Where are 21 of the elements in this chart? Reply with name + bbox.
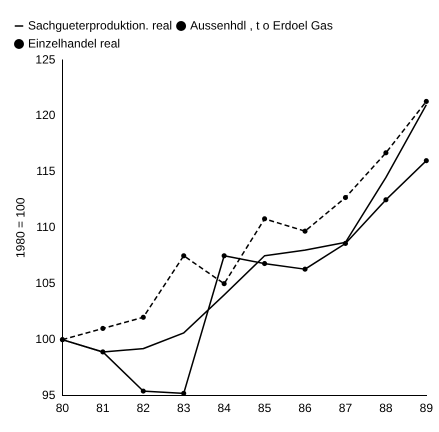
y-tick-label: 110 (36, 220, 56, 234)
legend-label: Sachgueterproduktion. real (28, 18, 172, 32)
x-tick-label: 86 (298, 401, 312, 416)
y-tick-label: 115 (36, 164, 56, 178)
x-tick-label: 81 (96, 401, 110, 416)
y-axis-title: 1980 = 100 (14, 197, 28, 258)
x-tick-label: 87 (338, 401, 352, 416)
x-tick-label: 82 (136, 401, 150, 416)
y-tick-label: 100 (35, 332, 56, 346)
x-tick-label: 85 (258, 401, 272, 416)
legend-label: Einzelhandel real (28, 36, 120, 50)
legend-label: Aussenhdl , t o Erdoel Gas (190, 18, 333, 32)
y-tick-label: 105 (35, 276, 56, 290)
y-tick-label: 125 (35, 52, 56, 66)
y-tick-label: 120 (35, 108, 56, 122)
x-tick-label: 83 (177, 401, 191, 416)
x-tick-label: 80 (56, 401, 70, 416)
y-tick-label: 95 (42, 388, 56, 402)
x-tick-label: 88 (379, 401, 393, 416)
x-tick-label: 89 (420, 401, 434, 416)
x-tick-label: 84 (217, 401, 232, 416)
